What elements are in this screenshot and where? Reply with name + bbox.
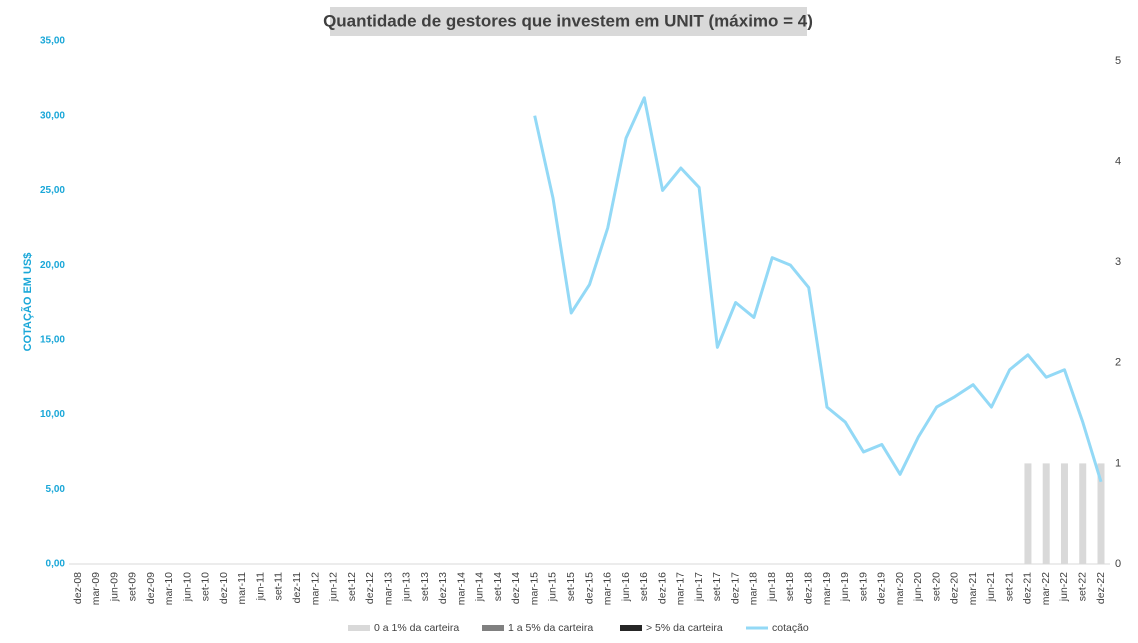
y-axis-label: COTAÇÃO EM US$	[21, 253, 34, 352]
legend-swatch	[620, 625, 642, 631]
y2-tick-label: 2	[1115, 357, 1121, 369]
x-tick-label: mar-19	[821, 572, 833, 605]
x-tick-label: jun-17	[693, 572, 705, 602]
x-tick-label: dez-21	[1022, 572, 1034, 604]
x-tick-label: dez-13	[437, 572, 449, 604]
x-tick-label: jun-16	[620, 572, 632, 602]
x-tick-label: mar-18	[748, 572, 760, 605]
x-tick-label: mar-10	[163, 572, 175, 605]
x-tick-label: dez-14	[510, 572, 522, 604]
chart-title: Quantidade de gestores que investem em U…	[323, 11, 813, 30]
x-tick-label: mar-13	[382, 572, 394, 605]
x-tick-label: jun-22	[1058, 572, 1070, 602]
y-tick-label: 5,00	[46, 484, 66, 495]
x-tick-label: mar-09	[90, 572, 102, 605]
legend-label: 0 a 1% da carteira	[374, 622, 459, 634]
x-tick-label: dez-15	[583, 572, 595, 604]
x-tick-label: set-19	[857, 572, 869, 601]
y2-tick-label: 4	[1115, 156, 1121, 168]
legend-label: cotação	[772, 622, 809, 634]
x-tick-label: set-16	[638, 572, 650, 601]
x-tick-label: set-22	[1077, 572, 1089, 601]
legend-swatch	[482, 625, 504, 631]
title-box	[330, 7, 807, 36]
y-tick-label: 35,00	[40, 36, 65, 47]
legend-label: > 5% da carteira	[646, 622, 723, 634]
x-tick-label: dez-11	[291, 572, 303, 603]
x-tick-label: jun-14	[474, 572, 486, 602]
x-tick-label: set-13	[419, 572, 431, 601]
x-tick-label: dez-10	[218, 572, 230, 604]
x-tick-label: dez-12	[364, 572, 376, 604]
x-tick-label: mar-12	[309, 572, 321, 605]
x-tick-label: mar-15	[528, 572, 540, 605]
x-tick-label: jun-13	[401, 572, 413, 602]
x-tick-label: dez-18	[802, 572, 814, 604]
x-tick-label: set-11	[273, 572, 285, 601]
x-tick-label: set-09	[127, 572, 139, 601]
x-tick-label: dez-22	[1095, 572, 1107, 604]
x-tick-label: mar-20	[894, 572, 906, 605]
x-tick-label: jun-21	[985, 572, 997, 602]
x-tick-label: dez-09	[145, 572, 157, 604]
x-tick-label: jun-19	[839, 572, 851, 602]
y-tick-label: 20,00	[40, 260, 65, 271]
x-tick-label: dez-16	[656, 572, 668, 604]
legend-swatch	[348, 625, 370, 631]
x-tick-label: mar-11	[236, 572, 248, 605]
bar	[1060, 463, 1068, 564]
y2-tick-label: 0	[1115, 558, 1121, 570]
x-tick-label: jun-10	[181, 572, 193, 602]
x-tick-label: jun-12	[328, 572, 340, 602]
x-tick-label: set-12	[346, 572, 358, 601]
x-tick-label: mar-22	[1040, 572, 1052, 605]
x-tick-label: set-14	[492, 572, 504, 601]
y-tick-label: 10,00	[40, 409, 65, 420]
x-tick-label: jun-11	[254, 572, 266, 602]
legend-label: 1 a 5% da carteira	[508, 622, 593, 634]
x-tick-label: set-17	[711, 572, 723, 601]
y2-tick-label: 3	[1115, 256, 1121, 268]
x-tick-label: mar-14	[455, 572, 467, 605]
y2-tick-label: 5	[1115, 55, 1121, 67]
y2-tick-label: 1	[1115, 457, 1121, 469]
bar	[1097, 463, 1105, 564]
x-tick-label: dez-17	[729, 572, 741, 604]
x-tick-label: set-10	[200, 572, 212, 601]
x-tick-label: set-18	[784, 572, 796, 601]
y-tick-label: 15,00	[40, 334, 65, 345]
x-tick-label: mar-16	[602, 572, 614, 605]
x-tick-label: jun-20	[912, 572, 924, 602]
price-line	[533, 96, 1103, 483]
x-tick-label: jun-09	[108, 572, 120, 602]
y-tick-label: 25,00	[40, 185, 65, 196]
x-tick-label: jun-18	[766, 572, 778, 602]
x-tick-label: dez-20	[949, 572, 961, 604]
x-tick-label: dez-19	[876, 572, 888, 604]
x-tick-label: dez-08	[72, 572, 84, 604]
bar	[1079, 463, 1087, 564]
x-tick-label: jun-15	[547, 572, 559, 602]
x-tick-label: mar-17	[675, 572, 687, 605]
x-tick-label: mar-21	[967, 572, 979, 605]
y-tick-label: 30,00	[40, 110, 65, 121]
x-tick-label: set-20	[930, 572, 942, 601]
bar	[1042, 463, 1050, 564]
bar	[1024, 463, 1032, 564]
x-tick-label: set-21	[1003, 572, 1015, 601]
y-tick-label: 0,00	[46, 559, 66, 570]
x-tick-label: set-15	[565, 572, 577, 601]
